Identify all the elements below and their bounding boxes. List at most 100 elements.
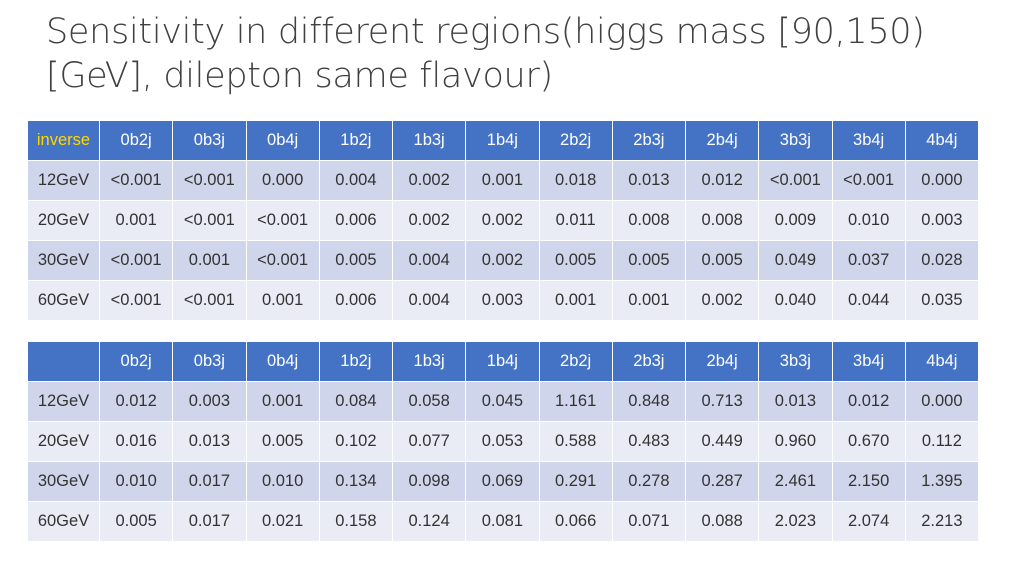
table-cell: 0.006	[318, 200, 394, 241]
column-header: 0b2j	[98, 341, 174, 382]
column-header: 1b4j	[465, 341, 540, 382]
table-cell: 0.010	[831, 200, 906, 241]
table-cell: 0.588	[538, 421, 613, 462]
table-cell: 0.035	[904, 280, 980, 321]
table-cell: 0.287	[684, 461, 760, 502]
column-header: 3b3j	[758, 120, 833, 161]
column-header: 2b2j	[538, 120, 613, 161]
table-cell: 0.005	[611, 240, 687, 281]
table-cell: 0.001	[465, 160, 540, 201]
column-header: 2b4j	[684, 120, 760, 161]
table-cell: 0.001	[98, 200, 174, 241]
table-cell: 0.291	[538, 461, 613, 502]
table-cell: <0.001	[172, 160, 247, 201]
column-header: 2b3j	[611, 341, 687, 382]
column-header: 1b4j	[465, 120, 540, 161]
table-row: 30GeV 0.010 0.017 0.010 0.134 0.098 0.069 0.291…	[27, 461, 980, 502]
table-cell: 0.134	[318, 461, 394, 502]
sensitivity-table: 0b2j 0b3j 0b4j 1b2j 1b3j 1b4j 2b2j 2b3j 2b4j 3b3j…	[27, 341, 980, 542]
table-cell: 0.002	[684, 280, 760, 321]
table-cell: 0.000	[904, 381, 980, 422]
table-cell: 0.013	[611, 160, 687, 201]
table-cell: 0.006	[318, 280, 394, 321]
table-cell: 0.670	[831, 421, 906, 462]
column-header: 3b3j	[758, 341, 833, 382]
table-cell: 0.012	[98, 381, 174, 422]
table-cell: 2.213	[904, 501, 980, 542]
table-cell: 0.045	[465, 381, 540, 422]
column-header: 1b3j	[391, 120, 467, 161]
table-cell: 0.002	[391, 200, 467, 241]
table-cell: 0.058	[391, 381, 467, 422]
table-cell: 0.158	[318, 501, 394, 542]
table-cell: 0.000	[245, 160, 320, 201]
table-cell: 0.003	[904, 200, 980, 241]
table-cell: 0.713	[684, 381, 760, 422]
table-cell: 0.084	[318, 381, 394, 422]
table-cell: 0.002	[391, 160, 467, 201]
table-cell: 0.044	[831, 280, 906, 321]
table-cell: <0.001	[245, 200, 320, 241]
table-row: 30GeV <0.001 0.001 <0.001 0.005 0.004 0.002 0.0…	[27, 240, 980, 281]
table-cell: 0.004	[391, 280, 467, 321]
row-label: 30GeV	[27, 240, 100, 281]
table-cell: 0.012	[831, 381, 906, 422]
table-cell: <0.001	[831, 160, 906, 201]
table-cell: 0.008	[611, 200, 687, 241]
table-cell: 0.040	[758, 280, 833, 321]
table-cell: 0.066	[538, 501, 613, 542]
column-header: 0b4j	[245, 120, 320, 161]
column-header: 1b2j	[318, 341, 394, 382]
table-cell: 0.018	[538, 160, 613, 201]
row-label: 12GeV	[27, 160, 100, 201]
row-label: 12GeV	[27, 381, 100, 422]
table-cell: 0.011	[538, 200, 613, 241]
table-cell: 0.028	[904, 240, 980, 281]
table-row: 20GeV 0.016 0.013 0.005 0.102 0.077 0.053 0.588…	[27, 421, 980, 462]
column-header: 3b4j	[831, 341, 906, 382]
column-header: 1b2j	[318, 120, 394, 161]
column-header: 0b3j	[172, 341, 247, 382]
table-cell: 0.010	[245, 461, 320, 502]
table-cell: 0.001	[245, 381, 320, 422]
slide-title: Sensitivity in different regions(higgs m…	[46, 12, 925, 96]
table-cell: 0.077	[391, 421, 467, 462]
table-cell: 0.005	[98, 501, 174, 542]
table-cell: 0.003	[172, 381, 247, 422]
table-cell: 0.001	[538, 280, 613, 321]
table-cell: <0.001	[172, 280, 247, 321]
table-cell: 0.049	[758, 240, 833, 281]
table-cell: 0.088	[684, 501, 760, 542]
table-cell: 0.081	[465, 501, 540, 542]
table-cell: 0.005	[684, 240, 760, 281]
row-label: 60GeV	[27, 280, 100, 321]
row-label: 60GeV	[27, 501, 100, 542]
table-cell: 2.074	[831, 501, 906, 542]
column-header: 1b3j	[391, 341, 467, 382]
table-cell: 0.483	[611, 421, 687, 462]
table-cell: 0.069	[465, 461, 540, 502]
table-header-row: 0b2j 0b3j 0b4j 1b2j 1b3j 1b4j 2b2j 2b3j 2b4j 3b3j…	[27, 341, 980, 382]
column-header: 0b3j	[172, 120, 247, 161]
table-cell: 0.102	[318, 421, 394, 462]
column-header: 4b4j	[904, 120, 980, 161]
sensitivity-table-inverse: inverse 0b2j 0b3j 0b4j 1b2j 1b3j 1b4j 2b2j 2b3j 2…	[27, 120, 980, 321]
table-row: 60GeV <0.001 <0.001 0.001 0.006 0.004 0.003 0.0…	[27, 280, 980, 321]
table-cell: 0.037	[831, 240, 906, 281]
table-cell: <0.001	[172, 200, 247, 241]
table-cell: 0.017	[172, 501, 247, 542]
corner-cell	[27, 341, 100, 382]
table-cell: 0.003	[465, 280, 540, 321]
table-cell: 0.001	[611, 280, 687, 321]
table-cell: 0.009	[758, 200, 833, 241]
table-cell: 0.112	[904, 421, 980, 462]
column-header: 2b2j	[538, 341, 613, 382]
table-cell: 0.008	[684, 200, 760, 241]
table-cell: 0.012	[684, 160, 760, 201]
table-cell: 0.449	[684, 421, 760, 462]
column-header: 4b4j	[904, 341, 980, 382]
table-cell: 0.124	[391, 501, 467, 542]
table-cell: 0.002	[465, 200, 540, 241]
table-cell: 0.013	[758, 381, 833, 422]
table-cell: 0.021	[245, 501, 320, 542]
